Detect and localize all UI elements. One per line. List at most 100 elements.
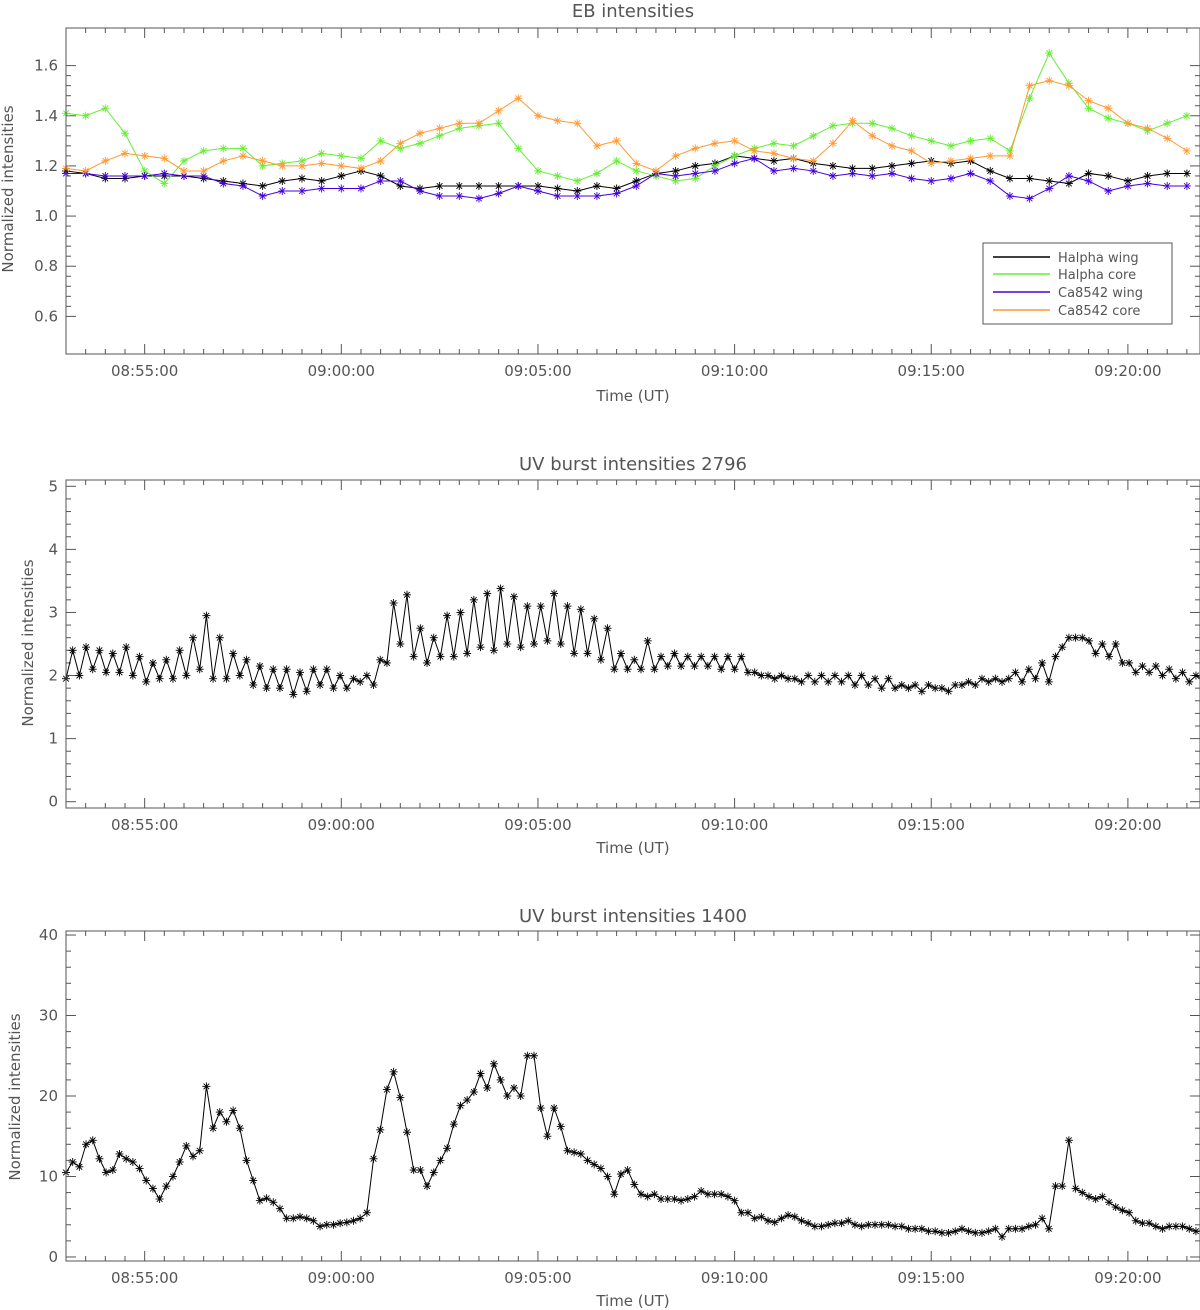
data-point <box>998 677 1007 686</box>
data-point-stroke <box>1046 185 1053 192</box>
data-point-stroke <box>1045 678 1052 685</box>
data-point-stroke <box>570 650 578 657</box>
data-point <box>356 154 365 163</box>
data-point <box>483 589 492 598</box>
data-point-stroke <box>731 1197 738 1204</box>
data-point <box>376 655 385 664</box>
data-point <box>258 181 267 190</box>
data-point <box>789 154 798 163</box>
data-point <box>710 139 719 148</box>
data-point-stroke <box>692 170 699 177</box>
data-point-stroke <box>189 634 197 641</box>
data-point-stroke <box>869 120 876 127</box>
data-point-stroke <box>318 185 325 192</box>
data-point-stroke <box>829 172 837 180</box>
data-point <box>489 1059 498 1068</box>
data-point-stroke <box>790 165 797 172</box>
data-point <box>396 640 405 648</box>
data-point <box>229 649 238 658</box>
data-point-stroke <box>825 678 832 685</box>
data-point <box>1182 111 1191 120</box>
data-point <box>215 633 224 642</box>
data-point <box>455 192 464 201</box>
data-point <box>275 1204 284 1213</box>
data-point <box>1078 1188 1087 1197</box>
data-point <box>904 684 913 693</box>
data-point-stroke <box>161 155 168 162</box>
data-point-stroke <box>711 653 718 660</box>
data-point-stroke <box>259 192 266 200</box>
data-point-stroke <box>574 177 581 185</box>
data-point <box>297 174 306 183</box>
data-point <box>1104 104 1113 113</box>
data-point-stroke <box>878 1221 885 1228</box>
data-point <box>423 658 432 667</box>
data-point <box>415 139 424 148</box>
data-point-stroke <box>357 185 365 192</box>
data-point <box>857 671 866 680</box>
data-point <box>857 1222 866 1231</box>
data-point <box>317 149 326 158</box>
data-point-stroke <box>888 125 896 132</box>
data-point-stroke <box>791 675 798 682</box>
data-point-stroke <box>490 1060 498 1067</box>
data-point <box>837 1219 846 1228</box>
data-point-stroke <box>1092 1195 1099 1203</box>
data-point-stroke <box>751 669 758 676</box>
data-point-stroke <box>457 1102 464 1109</box>
data-point-stroke <box>504 640 511 648</box>
data-point <box>769 166 778 175</box>
data-point-stroke <box>230 1107 237 1114</box>
data-point <box>670 1195 679 1204</box>
data-point <box>415 129 424 138</box>
data-point-stroke <box>1183 112 1191 119</box>
data-point <box>449 1120 458 1129</box>
data-point-stroke <box>698 653 705 660</box>
data-point-stroke <box>457 609 464 616</box>
data-point <box>219 179 228 188</box>
data-point-stroke <box>770 150 778 157</box>
y-tick-label: 2 <box>48 667 58 685</box>
data-point <box>966 154 975 163</box>
data-point <box>703 662 712 671</box>
data-point <box>964 677 973 686</box>
data-point <box>1104 171 1113 180</box>
data-point <box>984 1227 993 1236</box>
data-point-stroke <box>417 1166 424 1174</box>
data-point <box>455 124 464 133</box>
data-point-stroke <box>593 142 601 150</box>
data-point <box>88 665 97 674</box>
data-point-stroke <box>831 672 839 679</box>
data-point-stroke <box>593 170 601 177</box>
data-point <box>573 192 582 201</box>
data-point-stroke <box>613 190 620 197</box>
data-point-stroke <box>475 195 483 202</box>
data-point-stroke <box>437 653 444 660</box>
data-point <box>937 684 946 693</box>
data-point <box>563 602 572 611</box>
data-point <box>356 677 365 686</box>
data-point-stroke <box>818 1223 825 1230</box>
data-point-stroke <box>416 187 424 195</box>
data-point <box>142 677 151 686</box>
data-point <box>790 674 799 683</box>
data-point <box>238 144 247 153</box>
data-point-stroke <box>377 1126 384 1133</box>
data-point-stroke <box>1026 95 1033 102</box>
data-point <box>229 1106 238 1115</box>
data-point-stroke <box>1072 1185 1079 1192</box>
data-point-stroke <box>865 681 872 689</box>
data-point-stroke <box>1105 187 1112 195</box>
x-tick-label: 08:55:00 <box>111 362 178 380</box>
data-point <box>1051 652 1060 661</box>
data-point-stroke <box>554 172 561 180</box>
data-point-stroke <box>149 659 157 667</box>
data-point <box>322 665 331 674</box>
data-point <box>891 1222 900 1231</box>
data-point-stroke <box>1164 135 1171 142</box>
data-point-stroke <box>624 666 631 673</box>
data-point <box>596 1164 605 1173</box>
data-point-stroke <box>617 1170 625 1178</box>
data-point <box>533 187 542 195</box>
series-line <box>65 588 1200 697</box>
